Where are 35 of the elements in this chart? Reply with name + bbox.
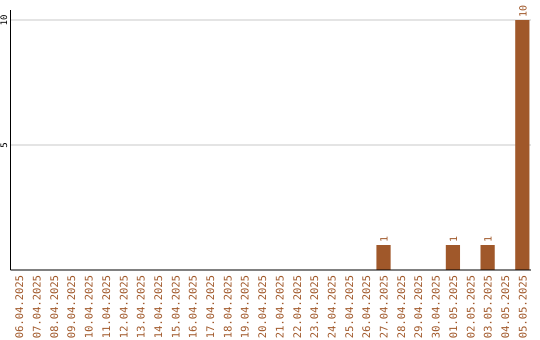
x-tick-label: 29.04.2025 xyxy=(413,275,426,338)
x-tick-label: 06.04.2025 xyxy=(14,275,26,338)
x-tick-label: 24.04.2025 xyxy=(326,275,338,338)
x-tick-label: 09.04.2025 xyxy=(66,275,78,338)
x-tick-label: 03.05.2025 xyxy=(482,275,495,338)
data-label: 1 xyxy=(448,236,460,242)
x-tick-label: 10.04.2025 xyxy=(84,275,96,338)
x-tick-label: 14.04.2025 xyxy=(152,275,165,338)
x-tick-label: 30.04.2025 xyxy=(430,275,443,338)
x-tick-label: 15.04.2025 xyxy=(170,275,182,338)
x-tick-label: 13.04.2025 xyxy=(136,275,148,338)
x-tick-label: 12.04.2025 xyxy=(118,275,130,338)
x-tick-label: 23.04.2025 xyxy=(309,275,322,338)
x-tick-label: 19.04.2025 xyxy=(240,275,252,338)
x-tick-label: 27.04.2025 xyxy=(378,275,391,338)
x-tick-label: 05.05.2025 xyxy=(517,275,530,338)
x-tick-label: 08.04.2025 xyxy=(48,275,61,338)
x-tick-label: 22.04.2025 xyxy=(292,275,304,338)
data-label: 10 xyxy=(518,4,530,17)
x-tick-label: 16.04.2025 xyxy=(188,275,200,338)
x-tick-label: 28.04.2025 xyxy=(396,275,408,338)
x-tick-label: 25.04.2025 xyxy=(344,275,356,338)
x-tick-label: 20.04.2025 xyxy=(257,275,270,338)
x-tick-label: 01.05.2025 xyxy=(448,275,460,338)
x-tick-label: 21.04.2025 xyxy=(274,275,286,338)
x-tick-label: 04.05.2025 xyxy=(500,275,512,338)
x-tick-label: 02.05.2025 xyxy=(465,275,478,338)
x-tick-label: 07.04.2025 xyxy=(32,275,44,338)
x-tick-label: 17.04.2025 xyxy=(205,275,218,338)
x-tick-label: 18.04.2025 xyxy=(222,275,234,338)
y-tick-label: 5 xyxy=(0,142,10,148)
x-tick-label: 11.04.2025 xyxy=(100,275,113,338)
x-tick-label: 26.04.2025 xyxy=(361,275,374,338)
data-label: 1 xyxy=(484,236,495,242)
data-label: 1 xyxy=(380,236,391,242)
